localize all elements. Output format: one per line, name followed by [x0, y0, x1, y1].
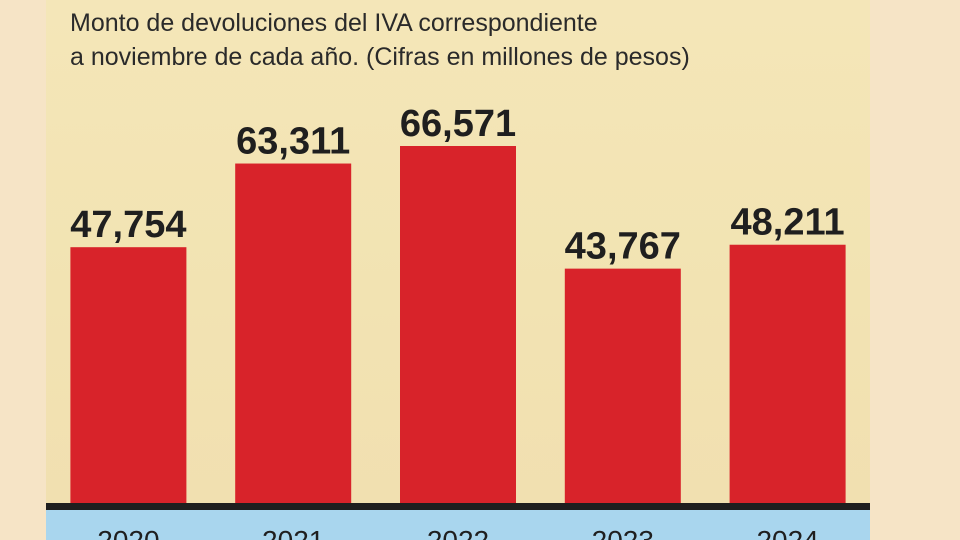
bar-2024	[729, 244, 846, 505]
x-tick-label-2020: 2020	[97, 525, 159, 540]
bar-value-label-2020: 47,754	[70, 204, 186, 246]
bar-value-label-2021: 63,311	[236, 121, 350, 163]
subtitle-line-2: a noviembre de cada año. (Cifras en mill…	[70, 43, 690, 71]
x-axis-baseline	[46, 503, 870, 510]
x-tick-label-2023: 2023	[592, 525, 654, 540]
x-tick-label-2024: 2024	[756, 525, 818, 540]
left-margin	[0, 0, 46, 540]
bar-value-label-2023: 43,767	[565, 226, 681, 268]
bar-2021	[235, 163, 352, 504]
x-tick-label-2021: 2021	[262, 525, 324, 540]
bar-value-label-2024: 48,211	[731, 202, 845, 244]
bar-2020	[70, 247, 187, 504]
bar-2023	[564, 268, 681, 504]
right-margin	[870, 0, 960, 540]
subtitle-line-1: Monto de devoluciones del IVA correspond…	[70, 9, 598, 37]
bar-value-label-2022: 66,571	[400, 103, 516, 145]
bar-2022	[400, 146, 516, 504]
x-tick-label-2022: 2022	[427, 525, 489, 540]
chart-subtitle: Monto de devoluciones del IVA correspond…	[70, 6, 830, 74]
